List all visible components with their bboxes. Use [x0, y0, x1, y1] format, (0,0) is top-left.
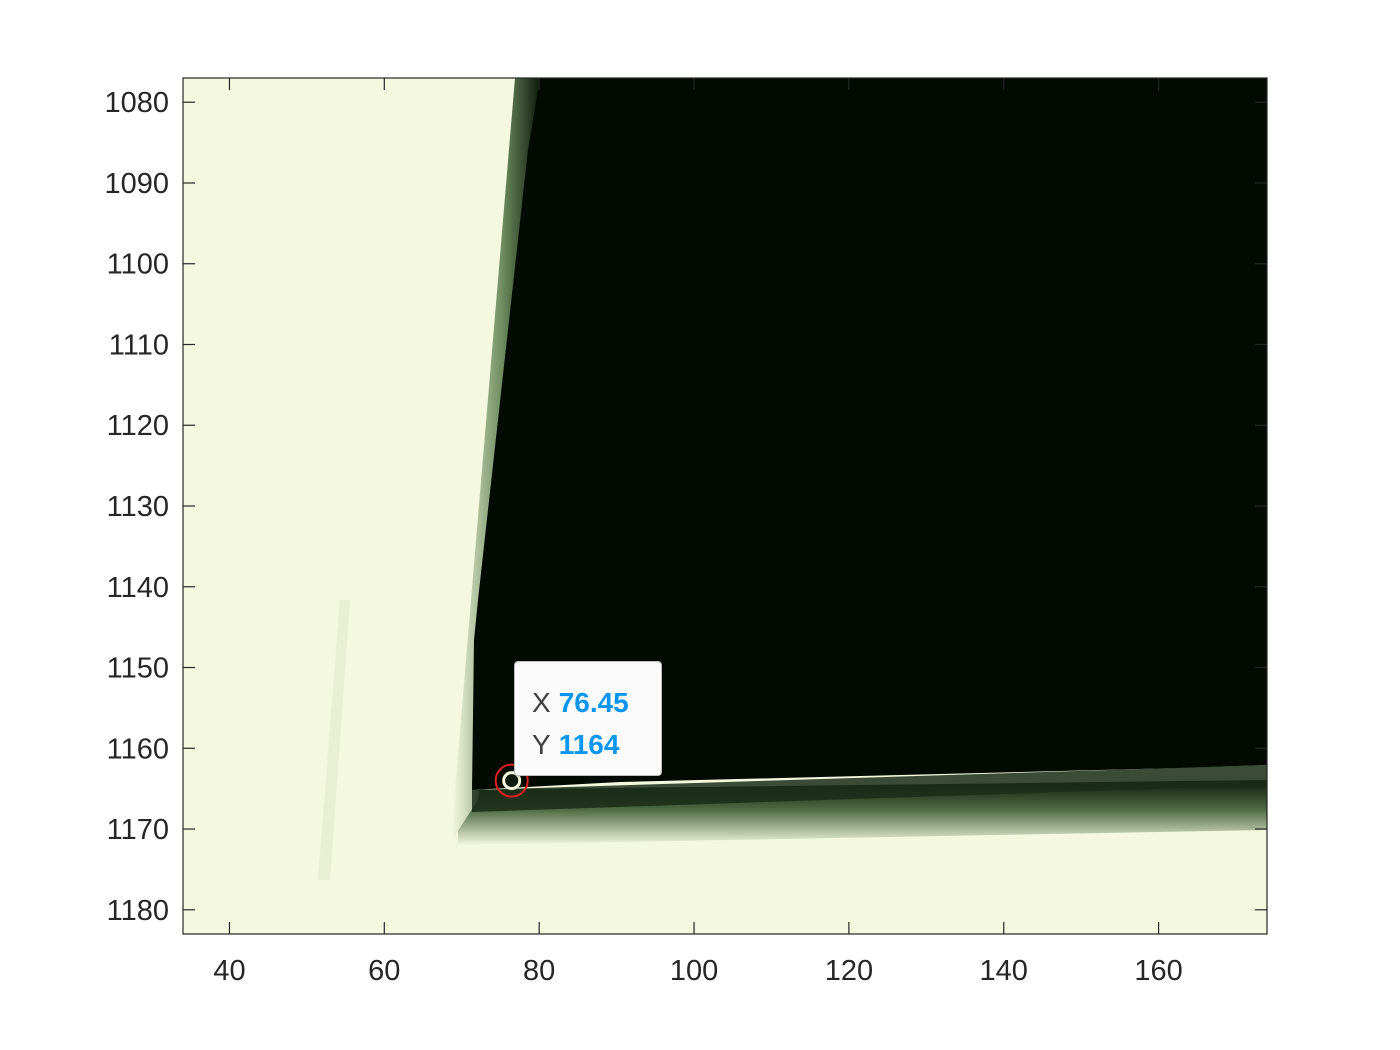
- x-tick-label: 140: [980, 955, 1028, 987]
- datatip-marker-dot: [502, 771, 522, 791]
- faint-streak: [318, 600, 350, 880]
- datatip-marker-ring: [494, 763, 529, 798]
- y-tick-label: 1140: [107, 572, 169, 604]
- axes: 40 60 80 100 120 140 160 108010901100111011201…: [104, 77, 1268, 987]
- image-content: [183, 78, 1267, 934]
- y-tick-label: 1130: [107, 491, 169, 523]
- y-tick-label: 1120: [107, 410, 169, 442]
- x-tick-label: 160: [1134, 955, 1182, 987]
- x-tick-label: 100: [670, 955, 718, 987]
- y-tick-label: 1090: [104, 168, 169, 200]
- y-tick-label: 1110: [109, 329, 169, 361]
- datatip-y-label: Y: [532, 729, 551, 760]
- x-tick-label: 60: [368, 955, 400, 987]
- datatip-x-value: 76.45: [558, 687, 629, 718]
- datatip-y-value: 1164: [558, 729, 620, 760]
- y-tick-label: 1160: [107, 733, 169, 765]
- dark-region: [472, 78, 1267, 790]
- datatip-x-row: X 76.45: [532, 682, 661, 724]
- y-tick-label: 1170: [107, 814, 169, 846]
- x-tick-label: 120: [825, 955, 873, 987]
- y-tick-label: 1100: [107, 249, 169, 281]
- x-tick-label: 40: [213, 955, 245, 987]
- dark-bottom-edge: [472, 765, 1267, 812]
- y-tick-label: 1180: [107, 895, 169, 927]
- x-tick-label: 80: [523, 955, 555, 987]
- datatip-y-row: Y 1164: [532, 724, 661, 766]
- y-tick-label: 1150: [107, 653, 169, 685]
- datatip[interactable]: X 76.45 Y 1164: [514, 661, 662, 776]
- datatip-marker[interactable]: [494, 763, 529, 798]
- y-tick-label: 1080: [104, 87, 169, 119]
- x-axis: 40 60 80 100 120 140 160: [213, 78, 1183, 987]
- y-axis: 1080 1090 1100 1110 1120 1130 1140 1150 1160 1170…: [104, 87, 1267, 927]
- datatip-x-label: X: [532, 687, 551, 718]
